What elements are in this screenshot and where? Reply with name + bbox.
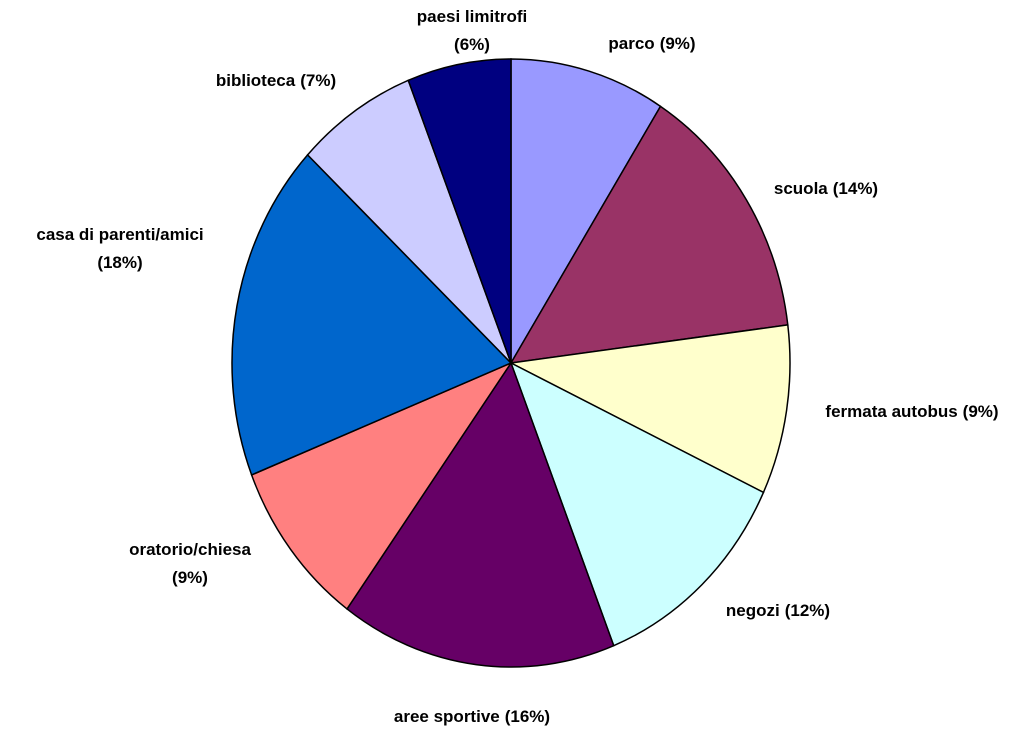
percent-label: (12%) bbox=[785, 601, 830, 620]
pie-slice bbox=[509, 105, 789, 364]
pie-slice bbox=[508, 324, 791, 494]
slice-label: parco (9%) bbox=[608, 34, 695, 53]
category-name: parco bbox=[608, 34, 654, 53]
pie-slice bbox=[250, 361, 514, 611]
percent-label: (16%) bbox=[505, 707, 550, 726]
slice-label: casa di parenti/amici (18%) bbox=[36, 225, 203, 272]
slice-label: paesi limitrofi (6%) bbox=[417, 7, 528, 54]
pie-slice bbox=[407, 58, 512, 364]
slice-label: oratorio/chiesa (9%) bbox=[129, 540, 251, 587]
percent-label: (9%) bbox=[660, 34, 696, 53]
category-name: aree sportive bbox=[394, 707, 500, 726]
pie-slice bbox=[306, 79, 512, 364]
percent-label: (6%) bbox=[454, 35, 490, 54]
pie-slice bbox=[509, 361, 765, 647]
category-name: oratorio/chiesa bbox=[129, 540, 251, 559]
slice-label: scuola (14%) bbox=[774, 179, 878, 198]
category-name: paesi limitrofi bbox=[417, 7, 528, 26]
percent-label: (18%) bbox=[97, 253, 142, 272]
percent-label: (14%) bbox=[833, 179, 878, 198]
category-name: biblioteca bbox=[216, 71, 296, 90]
percent-label: (7%) bbox=[300, 71, 336, 90]
category-name: casa di parenti/amici bbox=[36, 225, 203, 244]
percent-label: (9%) bbox=[963, 402, 999, 421]
category-name: scuola bbox=[774, 179, 828, 198]
slice-label: fermata autobus (9%) bbox=[825, 402, 998, 421]
slice-label: aree sportive (16%) bbox=[394, 707, 550, 726]
pie-slice bbox=[510, 58, 662, 366]
slice-label: negozi (12%) bbox=[726, 601, 830, 620]
category-name: negozi bbox=[726, 601, 780, 620]
slice-label: biblioteca (7%) bbox=[216, 71, 336, 90]
percent-label: (9%) bbox=[172, 568, 208, 587]
pie-slice bbox=[231, 153, 513, 476]
category-name: fermata autobus bbox=[825, 402, 957, 421]
pie-slice bbox=[346, 361, 615, 668]
